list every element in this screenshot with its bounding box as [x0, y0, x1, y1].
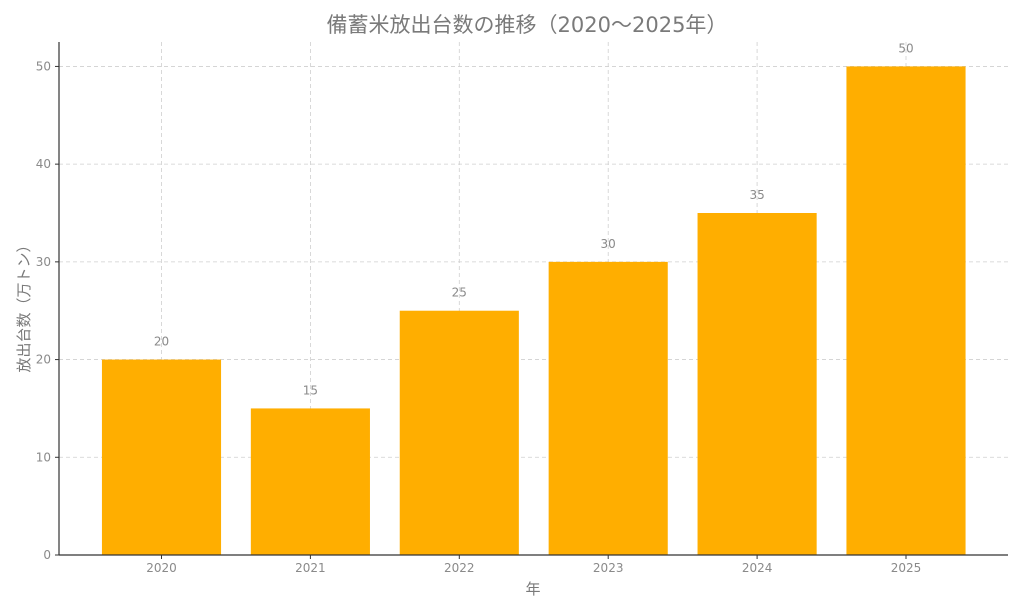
x-axis-title: 年: [525, 580, 540, 598]
axes: [58, 42, 1008, 556]
data-label-2020: 20: [154, 335, 169, 349]
data-label-2023: 30: [601, 237, 616, 251]
chart-title: 備蓄米放出台数の推移（2020〜2025年）: [327, 13, 728, 37]
x-tick-label: 2022: [444, 561, 475, 575]
y-tick-label: 0: [43, 548, 51, 562]
bar-2020: [101, 359, 222, 555]
y-ticks: 0 10 20 30 40 50: [36, 59, 59, 562]
data-label-2021: 15: [303, 383, 318, 397]
data-label-2022: 25: [452, 286, 467, 300]
y-tick-label: 30: [36, 255, 51, 269]
x-tick-label: 2021: [295, 561, 326, 575]
y-tick-label: 40: [36, 157, 51, 171]
bar-2022: [399, 310, 519, 555]
bar-2021: [250, 408, 370, 555]
y-axis-title: 放出台数（万トン）: [15, 237, 33, 372]
y-tick-label: 10: [36, 450, 51, 464]
y-tick-label: 50: [36, 59, 51, 73]
data-label-2024: 35: [749, 188, 764, 202]
x-tick-label: 2025: [891, 561, 922, 575]
x-tick-label: 2024: [742, 561, 773, 575]
bars: [101, 66, 966, 555]
x-ticks: 2020 2021 2022 2023 2024 2025: [146, 555, 921, 575]
data-labels: 20 15 25 30 35 50: [154, 41, 914, 397]
bar-2024: [697, 213, 817, 555]
data-label-2025: 50: [898, 41, 913, 55]
y-tick-label: 20: [36, 353, 51, 367]
bar-2025: [846, 66, 966, 555]
x-tick-label: 2023: [593, 561, 624, 575]
bar-2023: [548, 261, 668, 555]
x-tick-label: 2020: [146, 561, 177, 575]
